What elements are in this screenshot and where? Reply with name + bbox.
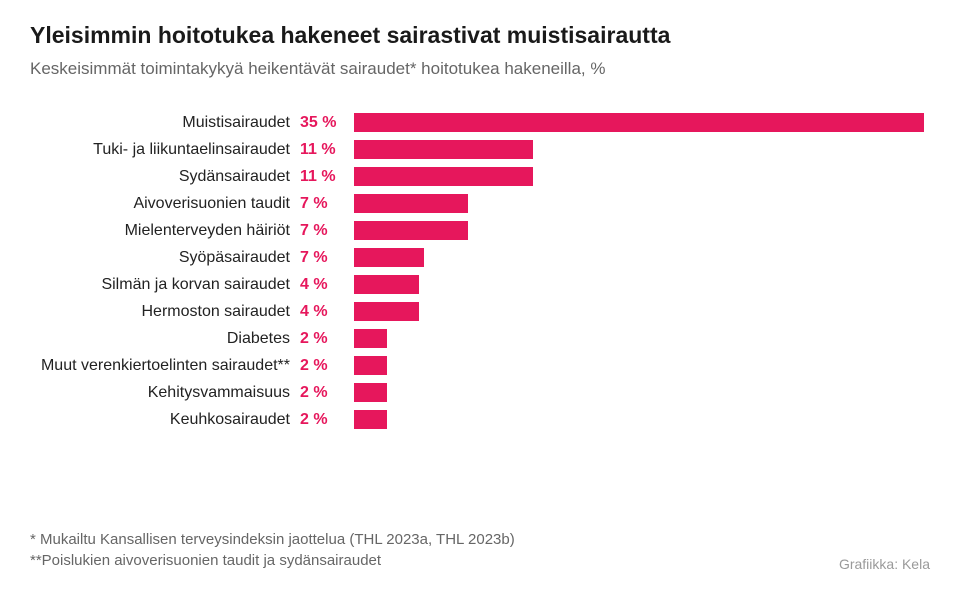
value-label: 2 % [300, 357, 350, 375]
bar-row: Keuhkosairaudet2 % [30, 406, 930, 433]
bar [354, 275, 419, 294]
category-label: Hermoston sairaudet [30, 303, 300, 321]
value-label: 2 % [300, 411, 350, 429]
bar-row: Syöpäsairaudet7 % [30, 244, 930, 271]
bar [354, 383, 387, 402]
bar-row: Hermoston sairaudet4 % [30, 298, 930, 325]
bar [354, 410, 387, 429]
bar [354, 113, 924, 132]
category-label: Tuki- ja liikuntaelinsairaudet [30, 141, 300, 159]
value-label: 2 % [300, 384, 350, 402]
value-label: 11 % [300, 141, 350, 159]
bar-row: Muut verenkiertoelinten sairaudet**2 % [30, 352, 930, 379]
bar-track [354, 329, 930, 348]
category-label: Kehitysvammaisuus [30, 384, 300, 402]
bar-row: Kehitysvammaisuus2 % [30, 379, 930, 406]
value-label: 2 % [300, 330, 350, 348]
bar-row: Silmän ja korvan sairaudet4 % [30, 271, 930, 298]
bar-chart: Muistisairaudet35 %Tuki- ja liikuntaelin… [30, 109, 930, 433]
bar [354, 194, 468, 213]
bar [354, 302, 419, 321]
bar-track [354, 167, 930, 186]
bar [354, 167, 533, 186]
bar [354, 140, 533, 159]
footnotes: * Mukailtu Kansallisen terveysindeksin j… [30, 529, 515, 573]
value-label: 11 % [300, 168, 350, 186]
value-label: 7 % [300, 195, 350, 213]
footnote-2: **Poislukien aivoverisuonien taudit ja s… [30, 550, 515, 572]
bar-row: Aivoverisuonien taudit7 % [30, 190, 930, 217]
bar [354, 329, 387, 348]
credit: Grafiikka: Kela [839, 556, 930, 572]
chart-subtitle: Keskeisimmät toimintakykyä heikentävät s… [30, 59, 930, 79]
category-label: Aivoverisuonien taudit [30, 195, 300, 213]
bar-row: Mielenterveyden häiriöt7 % [30, 217, 930, 244]
bar-row: Diabetes2 % [30, 325, 930, 352]
category-label: Sydänsairaudet [30, 168, 300, 186]
bar-track [354, 383, 930, 402]
category-label: Diabetes [30, 330, 300, 348]
value-label: 4 % [300, 276, 350, 294]
bar-track [354, 221, 930, 240]
bar-track [354, 248, 930, 267]
value-label: 35 % [300, 114, 350, 132]
bar-track [354, 140, 930, 159]
bar-track [354, 356, 930, 375]
bar-track [354, 302, 930, 321]
bar-track [354, 194, 930, 213]
value-label: 7 % [300, 249, 350, 267]
chart-title: Yleisimmin hoitotukea hakeneet sairastiv… [30, 22, 930, 49]
footnote-1: * Mukailtu Kansallisen terveysindeksin j… [30, 529, 515, 551]
category-label: Syöpäsairaudet [30, 249, 300, 267]
bar [354, 248, 424, 267]
value-label: 4 % [300, 303, 350, 321]
category-label: Mielenterveyden häiriöt [30, 222, 300, 240]
category-label: Silmän ja korvan sairaudet [30, 276, 300, 294]
value-label: 7 % [300, 222, 350, 240]
bar [354, 221, 468, 240]
bar-track [354, 113, 930, 132]
bar-row: Tuki- ja liikuntaelinsairaudet11 % [30, 136, 930, 163]
bar-row: Muistisairaudet35 % [30, 109, 930, 136]
category-label: Muistisairaudet [30, 114, 300, 132]
bar-track [354, 410, 930, 429]
bar-row: Sydänsairaudet11 % [30, 163, 930, 190]
category-label: Keuhkosairaudet [30, 411, 300, 429]
bar [354, 356, 387, 375]
chart-container: Yleisimmin hoitotukea hakeneet sairastiv… [0, 0, 960, 596]
bar-track [354, 275, 930, 294]
category-label: Muut verenkiertoelinten sairaudet** [30, 357, 300, 375]
